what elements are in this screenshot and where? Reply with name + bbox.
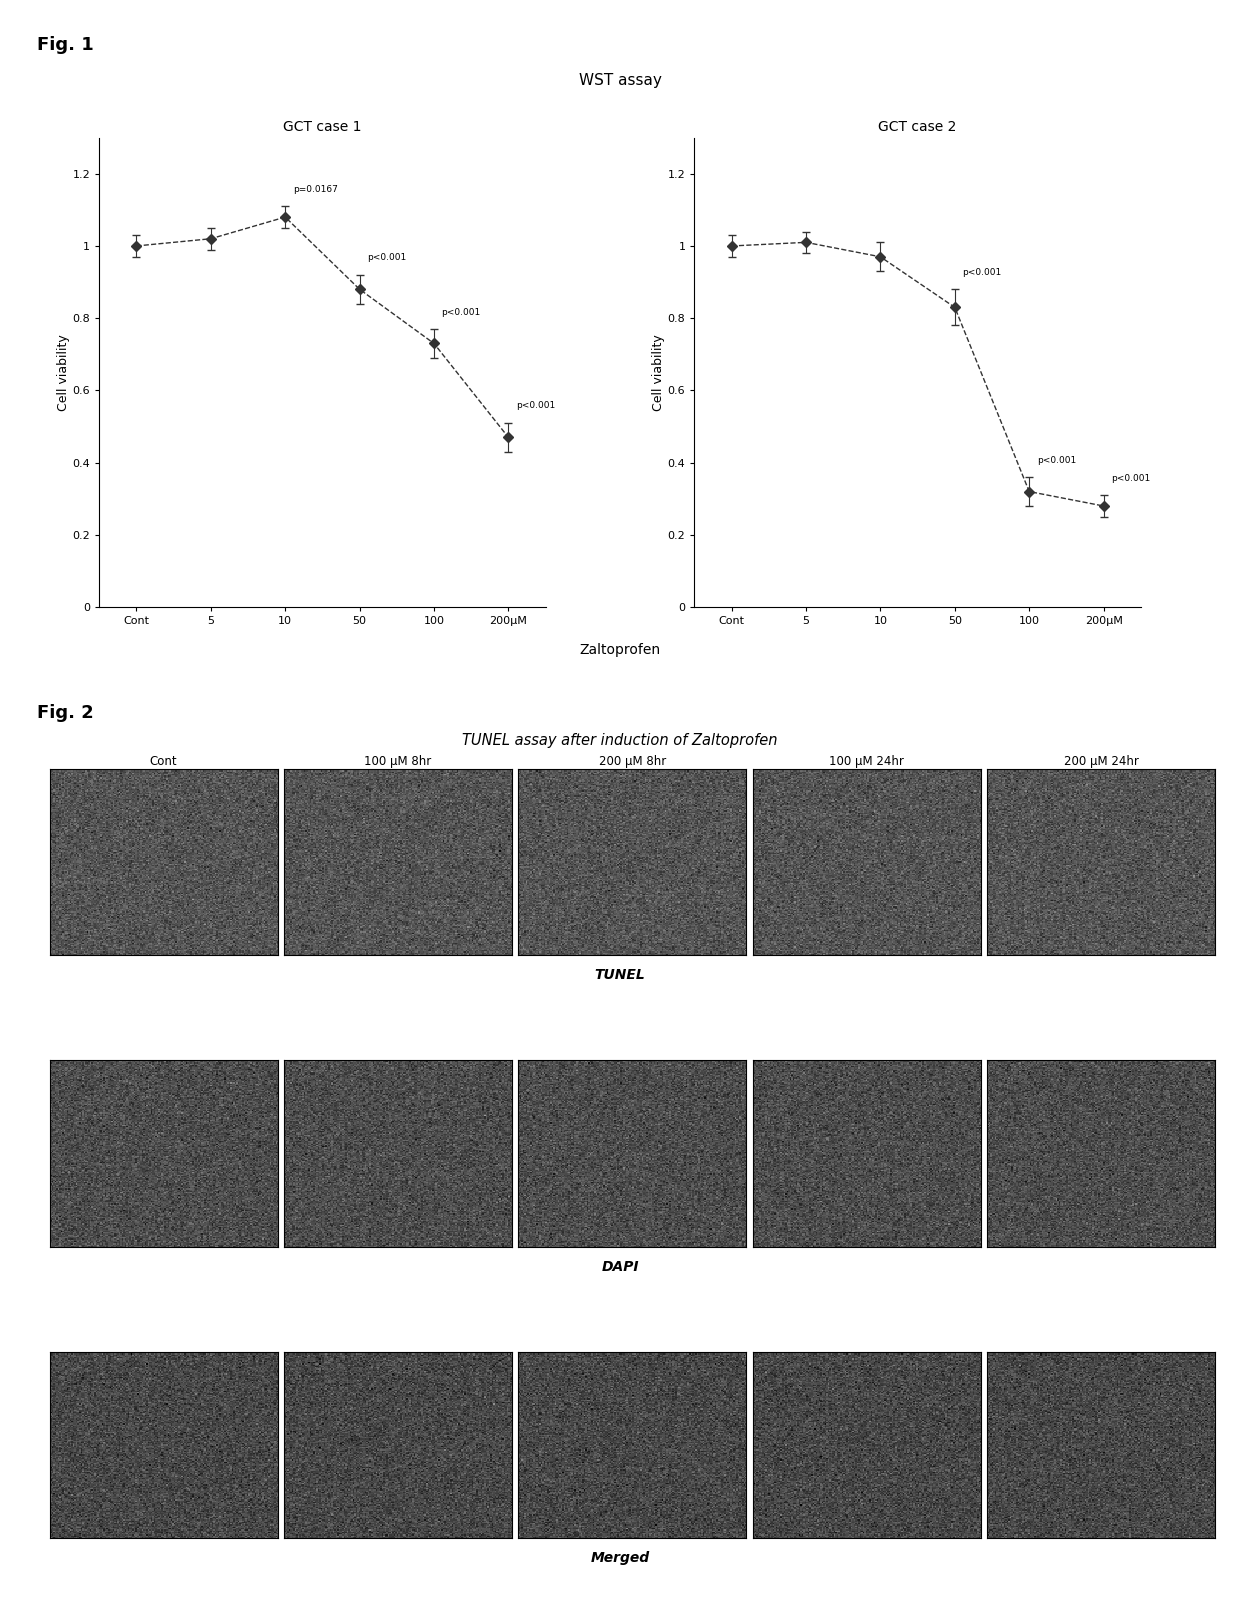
Text: Fig. 2: Fig. 2 bbox=[37, 704, 94, 722]
Y-axis label: Cell viability: Cell viability bbox=[652, 334, 665, 411]
Text: DAPI: DAPI bbox=[601, 1260, 639, 1274]
Title: 200 μM 8hr: 200 μM 8hr bbox=[599, 754, 666, 767]
Text: p<0.001: p<0.001 bbox=[516, 402, 556, 411]
Text: TUNEL assay after induction of Zaltoprofen: TUNEL assay after induction of Zaltoprof… bbox=[463, 733, 777, 748]
Title: 100 μM 24hr: 100 μM 24hr bbox=[830, 754, 904, 767]
Text: p<0.001: p<0.001 bbox=[1037, 455, 1076, 465]
Text: WST assay: WST assay bbox=[579, 73, 661, 87]
Title: GCT case 2: GCT case 2 bbox=[878, 120, 957, 134]
Title: GCT case 1: GCT case 1 bbox=[283, 120, 362, 134]
Text: p<0.001: p<0.001 bbox=[1111, 474, 1151, 482]
Text: p<0.001: p<0.001 bbox=[441, 308, 481, 317]
Text: Merged: Merged bbox=[590, 1551, 650, 1566]
Text: p<0.001: p<0.001 bbox=[367, 254, 407, 262]
Title: 200 μM 24hr: 200 μM 24hr bbox=[1064, 754, 1138, 767]
Text: p<0.001: p<0.001 bbox=[962, 267, 1002, 277]
Y-axis label: Cell viability: Cell viability bbox=[57, 334, 69, 411]
Text: Zaltoprofen: Zaltoprofen bbox=[579, 643, 661, 657]
Text: Fig. 1: Fig. 1 bbox=[37, 36, 94, 53]
Title: Cont: Cont bbox=[150, 754, 177, 767]
Title: 100 μM 8hr: 100 μM 8hr bbox=[365, 754, 432, 767]
Text: p=0.0167: p=0.0167 bbox=[293, 185, 337, 194]
Text: TUNEL: TUNEL bbox=[595, 968, 645, 983]
